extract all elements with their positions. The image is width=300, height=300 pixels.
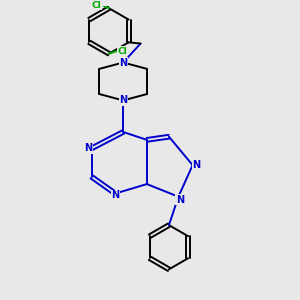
Text: N: N xyxy=(119,95,127,105)
Text: Cl: Cl xyxy=(92,1,101,10)
Text: N: N xyxy=(176,195,184,205)
Text: N: N xyxy=(84,143,92,153)
Text: N: N xyxy=(111,190,119,200)
Text: N: N xyxy=(119,58,127,68)
Text: N: N xyxy=(192,160,200,170)
Text: Cl: Cl xyxy=(117,47,127,56)
